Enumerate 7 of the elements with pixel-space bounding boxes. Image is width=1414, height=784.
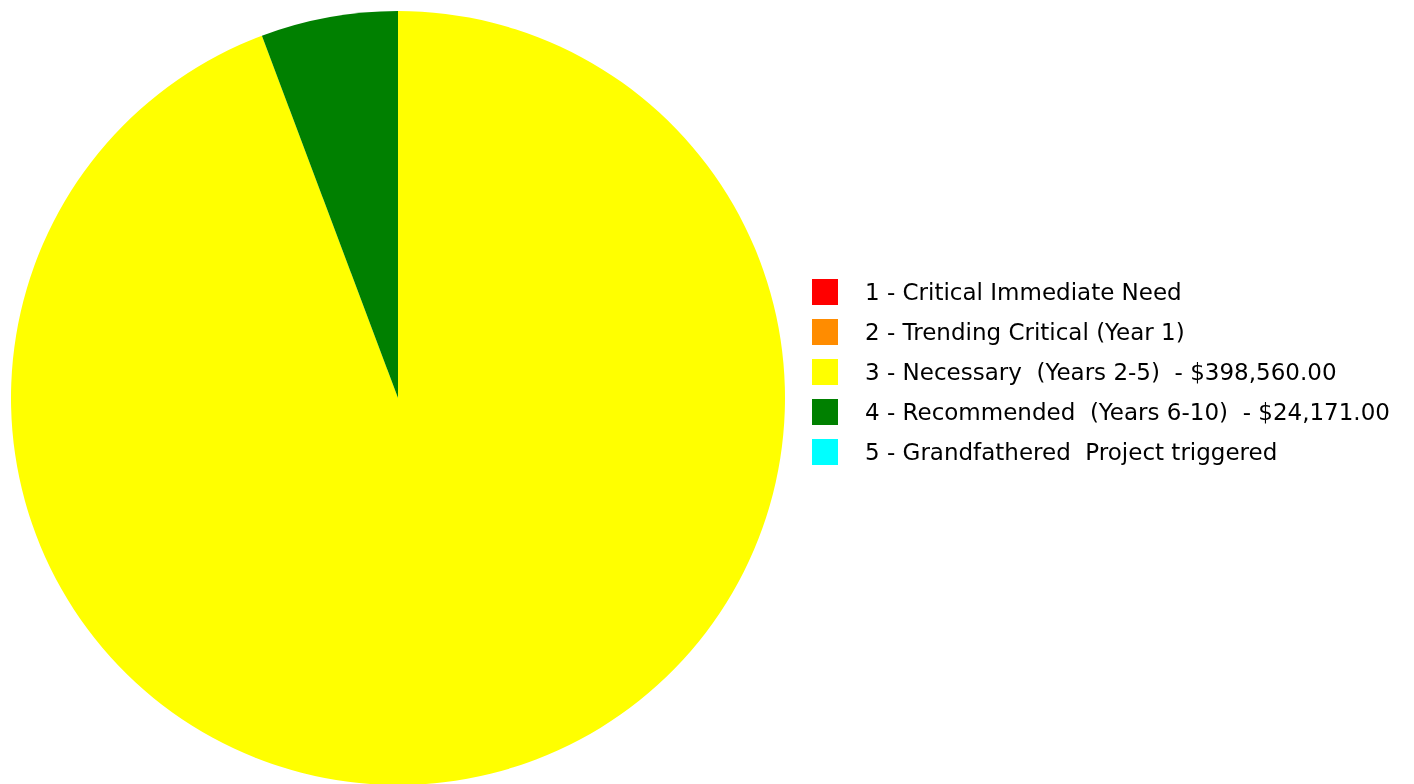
legend-label: 1 - Critical Immediate Need xyxy=(865,279,1182,306)
pie-slice xyxy=(261,11,398,398)
legend-label: 5 - Grandfathered Project triggered xyxy=(865,439,1278,466)
legend-label: 3 - Necessary (Years 2-5) - $398,560.00 xyxy=(865,359,1337,386)
pie-slice xyxy=(11,11,785,784)
legend-label: 4 - Recommended (Years 6-10) - $24,171.00 xyxy=(865,399,1390,426)
legend-label: 2 - Trending Critical (Year 1) xyxy=(865,319,1185,346)
